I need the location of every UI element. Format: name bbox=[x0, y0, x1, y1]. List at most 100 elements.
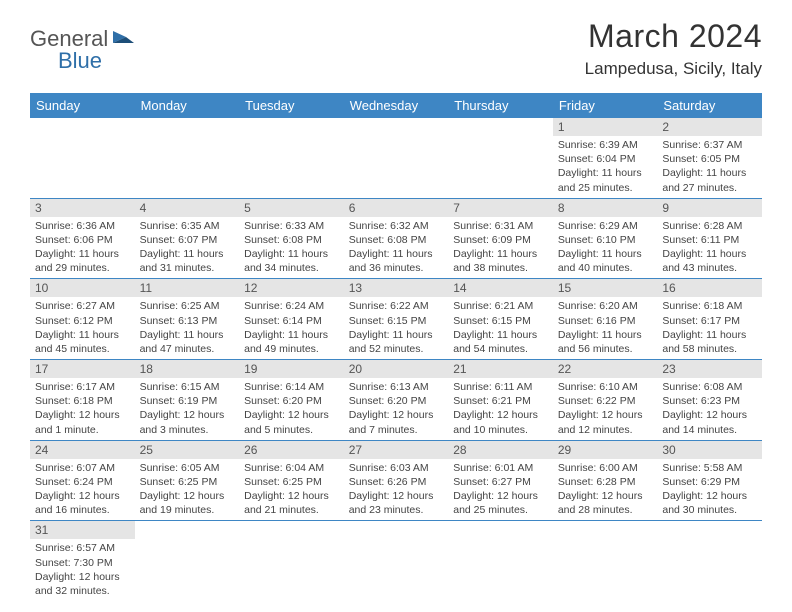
day-number: 22 bbox=[553, 360, 658, 378]
weekday-header: Thursday bbox=[448, 93, 553, 118]
day-number: 4 bbox=[135, 199, 240, 217]
day-details: Sunrise: 6:22 AMSunset: 6:15 PMDaylight:… bbox=[344, 297, 449, 359]
day-number: 3 bbox=[30, 199, 135, 217]
calendar-cell: 24Sunrise: 6:07 AMSunset: 6:24 PMDayligh… bbox=[30, 440, 135, 521]
day-number: 1 bbox=[553, 118, 658, 136]
day-number: 25 bbox=[135, 441, 240, 459]
day-details: Sunrise: 6:14 AMSunset: 6:20 PMDaylight:… bbox=[239, 378, 344, 440]
day-number: 29 bbox=[553, 441, 658, 459]
day-number: 10 bbox=[30, 279, 135, 297]
day-number: 31 bbox=[30, 521, 135, 539]
day-details: Sunrise: 6:24 AMSunset: 6:14 PMDaylight:… bbox=[239, 297, 344, 359]
day-number: 13 bbox=[344, 279, 449, 297]
calendar-cell: 10Sunrise: 6:27 AMSunset: 6:12 PMDayligh… bbox=[30, 279, 135, 360]
day-number: 15 bbox=[553, 279, 658, 297]
empty-day bbox=[135, 118, 240, 136]
empty-day bbox=[239, 521, 344, 539]
day-details: Sunrise: 6:15 AMSunset: 6:19 PMDaylight:… bbox=[135, 378, 240, 440]
day-number: 23 bbox=[657, 360, 762, 378]
calendar-cell: 13Sunrise: 6:22 AMSunset: 6:15 PMDayligh… bbox=[344, 279, 449, 360]
day-number: 21 bbox=[448, 360, 553, 378]
calendar-cell bbox=[135, 521, 240, 601]
day-details: Sunrise: 6:04 AMSunset: 6:25 PMDaylight:… bbox=[239, 459, 344, 521]
empty-day bbox=[448, 521, 553, 539]
day-details: Sunrise: 6:32 AMSunset: 6:08 PMDaylight:… bbox=[344, 217, 449, 279]
calendar-cell: 22Sunrise: 6:10 AMSunset: 6:22 PMDayligh… bbox=[553, 360, 658, 441]
day-number: 12 bbox=[239, 279, 344, 297]
day-details: Sunrise: 6:35 AMSunset: 6:07 PMDaylight:… bbox=[135, 217, 240, 279]
calendar-table: SundayMondayTuesdayWednesdayThursdayFrid… bbox=[30, 93, 762, 601]
calendar-cell: 20Sunrise: 6:13 AMSunset: 6:20 PMDayligh… bbox=[344, 360, 449, 441]
title-block: March 2024 Lampedusa, Sicily, Italy bbox=[585, 18, 762, 79]
day-number: 30 bbox=[657, 441, 762, 459]
calendar-cell: 28Sunrise: 6:01 AMSunset: 6:27 PMDayligh… bbox=[448, 440, 553, 521]
logo-flag-icon bbox=[108, 26, 138, 52]
calendar-cell: 2Sunrise: 6:37 AMSunset: 6:05 PMDaylight… bbox=[657, 118, 762, 198]
calendar-row: 1Sunrise: 6:39 AMSunset: 6:04 PMDaylight… bbox=[30, 118, 762, 198]
empty-day bbox=[448, 118, 553, 136]
calendar-cell bbox=[553, 521, 658, 601]
calendar-cell: 29Sunrise: 6:00 AMSunset: 6:28 PMDayligh… bbox=[553, 440, 658, 521]
day-details: Sunrise: 6:01 AMSunset: 6:27 PMDaylight:… bbox=[448, 459, 553, 521]
calendar-cell: 3Sunrise: 6:36 AMSunset: 6:06 PMDaylight… bbox=[30, 198, 135, 279]
month-title: March 2024 bbox=[585, 18, 762, 55]
calendar-cell bbox=[344, 521, 449, 601]
day-number: 11 bbox=[135, 279, 240, 297]
calendar-cell bbox=[448, 521, 553, 601]
weekday-header: Tuesday bbox=[239, 93, 344, 118]
day-details: Sunrise: 6:13 AMSunset: 6:20 PMDaylight:… bbox=[344, 378, 449, 440]
calendar-cell: 21Sunrise: 6:11 AMSunset: 6:21 PMDayligh… bbox=[448, 360, 553, 441]
calendar-cell bbox=[135, 118, 240, 198]
calendar-row: 17Sunrise: 6:17 AMSunset: 6:18 PMDayligh… bbox=[30, 360, 762, 441]
day-details: Sunrise: 6:05 AMSunset: 6:25 PMDaylight:… bbox=[135, 459, 240, 521]
calendar-cell: 18Sunrise: 6:15 AMSunset: 6:19 PMDayligh… bbox=[135, 360, 240, 441]
calendar-cell bbox=[344, 118, 449, 198]
weekday-header: Friday bbox=[553, 93, 658, 118]
calendar-cell: 16Sunrise: 6:18 AMSunset: 6:17 PMDayligh… bbox=[657, 279, 762, 360]
calendar-cell: 6Sunrise: 6:32 AMSunset: 6:08 PMDaylight… bbox=[344, 198, 449, 279]
day-number: 19 bbox=[239, 360, 344, 378]
day-details: Sunrise: 6:21 AMSunset: 6:15 PMDaylight:… bbox=[448, 297, 553, 359]
empty-day bbox=[135, 521, 240, 539]
weekday-header-row: SundayMondayTuesdayWednesdayThursdayFrid… bbox=[30, 93, 762, 118]
day-details: Sunrise: 6:18 AMSunset: 6:17 PMDaylight:… bbox=[657, 297, 762, 359]
day-details: Sunrise: 6:20 AMSunset: 6:16 PMDaylight:… bbox=[553, 297, 658, 359]
day-number: 2 bbox=[657, 118, 762, 136]
day-number: 20 bbox=[344, 360, 449, 378]
day-number: 18 bbox=[135, 360, 240, 378]
day-number: 26 bbox=[239, 441, 344, 459]
day-details: Sunrise: 6:25 AMSunset: 6:13 PMDaylight:… bbox=[135, 297, 240, 359]
calendar-cell: 23Sunrise: 6:08 AMSunset: 6:23 PMDayligh… bbox=[657, 360, 762, 441]
empty-day bbox=[657, 521, 762, 539]
day-number: 6 bbox=[344, 199, 449, 217]
calendar-cell: 8Sunrise: 6:29 AMSunset: 6:10 PMDaylight… bbox=[553, 198, 658, 279]
calendar-row: 31Sunrise: 6:57 AMSunset: 7:30 PMDayligh… bbox=[30, 521, 762, 601]
day-details: Sunrise: 6:10 AMSunset: 6:22 PMDaylight:… bbox=[553, 378, 658, 440]
day-details: Sunrise: 6:39 AMSunset: 6:04 PMDaylight:… bbox=[553, 136, 658, 198]
day-details: Sunrise: 6:27 AMSunset: 6:12 PMDaylight:… bbox=[30, 297, 135, 359]
calendar-cell: 26Sunrise: 6:04 AMSunset: 6:25 PMDayligh… bbox=[239, 440, 344, 521]
empty-day bbox=[344, 521, 449, 539]
calendar-cell: 17Sunrise: 6:17 AMSunset: 6:18 PMDayligh… bbox=[30, 360, 135, 441]
calendar-cell: 30Sunrise: 5:58 AMSunset: 6:29 PMDayligh… bbox=[657, 440, 762, 521]
weekday-header: Monday bbox=[135, 93, 240, 118]
header: General March 2024 Lampedusa, Sicily, It… bbox=[0, 0, 792, 85]
calendar-cell: 1Sunrise: 6:39 AMSunset: 6:04 PMDaylight… bbox=[553, 118, 658, 198]
calendar-cell: 11Sunrise: 6:25 AMSunset: 6:13 PMDayligh… bbox=[135, 279, 240, 360]
day-details: Sunrise: 6:37 AMSunset: 6:05 PMDaylight:… bbox=[657, 136, 762, 198]
day-number: 17 bbox=[30, 360, 135, 378]
calendar-cell: 7Sunrise: 6:31 AMSunset: 6:09 PMDaylight… bbox=[448, 198, 553, 279]
day-details: Sunrise: 6:57 AMSunset: 7:30 PMDaylight:… bbox=[30, 539, 135, 601]
calendar-cell: 25Sunrise: 6:05 AMSunset: 6:25 PMDayligh… bbox=[135, 440, 240, 521]
calendar-body: 1Sunrise: 6:39 AMSunset: 6:04 PMDaylight… bbox=[30, 118, 762, 601]
day-details: Sunrise: 5:58 AMSunset: 6:29 PMDaylight:… bbox=[657, 459, 762, 521]
day-details: Sunrise: 6:31 AMSunset: 6:09 PMDaylight:… bbox=[448, 217, 553, 279]
empty-day bbox=[553, 521, 658, 539]
calendar-row: 24Sunrise: 6:07 AMSunset: 6:24 PMDayligh… bbox=[30, 440, 762, 521]
logo-word2: Blue bbox=[58, 48, 102, 74]
calendar-cell: 15Sunrise: 6:20 AMSunset: 6:16 PMDayligh… bbox=[553, 279, 658, 360]
empty-day bbox=[30, 118, 135, 136]
calendar-cell: 12Sunrise: 6:24 AMSunset: 6:14 PMDayligh… bbox=[239, 279, 344, 360]
day-details: Sunrise: 6:08 AMSunset: 6:23 PMDaylight:… bbox=[657, 378, 762, 440]
calendar-cell bbox=[657, 521, 762, 601]
